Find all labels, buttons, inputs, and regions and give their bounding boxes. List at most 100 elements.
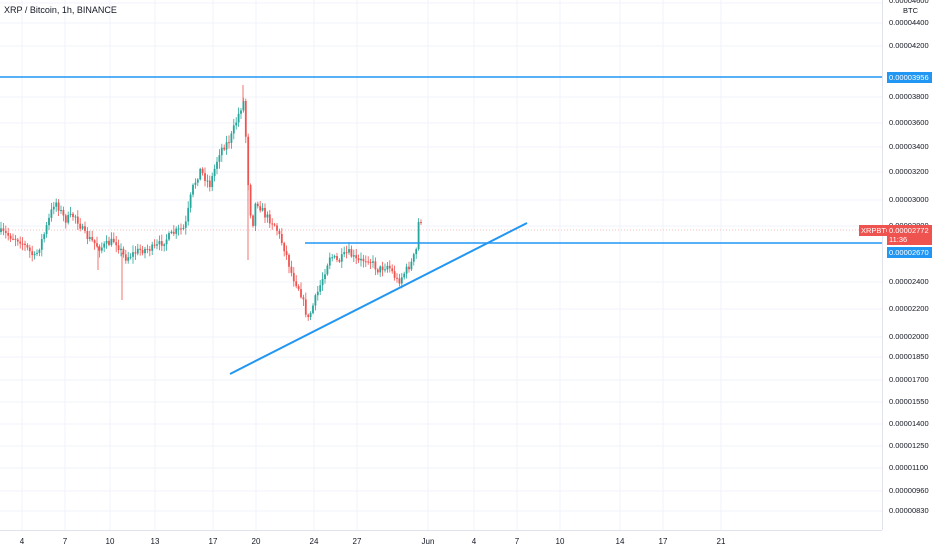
candle-body (208, 180, 211, 188)
candle-body (278, 230, 281, 235)
price-tick-label: 0.00004600 (889, 0, 929, 5)
candle-body (69, 213, 72, 216)
candle-body (292, 272, 295, 282)
candle-body (405, 266, 408, 274)
candle-body (360, 258, 362, 261)
candle-body (249, 185, 252, 216)
price-tick-label: 0.00001100 (889, 463, 929, 472)
chart-title: XRP / Bitcoin, 1h, BINANCE (4, 5, 117, 15)
time-tick-label: 17 (658, 537, 668, 546)
price-tick-label: 0.00003400 (889, 142, 929, 151)
time-tick-label: 10 (555, 537, 565, 546)
candle-body (415, 249, 418, 255)
price-tick-label: 0.00004200 (889, 41, 929, 50)
candle-body (314, 295, 317, 306)
candle-body (132, 252, 134, 257)
price-chart[interactable] (0, 0, 882, 530)
candle-body (76, 216, 79, 224)
time-tick-label: 4 (471, 537, 477, 546)
price-tick-label: 0.00000830 (889, 506, 929, 515)
candle-body (122, 248, 125, 255)
candle-body (403, 273, 406, 278)
candle-body (261, 207, 264, 211)
candle-body (228, 142, 230, 144)
price-tag-mid-line: 0.00002670 (887, 247, 932, 258)
candle-body (304, 299, 307, 315)
candle-body (364, 261, 367, 263)
price-tick-label: 0.00002400 (889, 277, 929, 286)
candle-body (319, 285, 322, 292)
time-tick-label: 14 (615, 537, 625, 546)
candle-body (50, 209, 53, 218)
price-tick-label: 0.00004400 (889, 18, 929, 27)
candle-body (386, 265, 389, 270)
price-tick-label: 0.00003000 (889, 195, 929, 204)
candle-body (328, 257, 331, 266)
candle-body (91, 237, 94, 241)
candle-body (48, 217, 50, 226)
time-tick-label: 27 (352, 537, 362, 546)
price-tick-label: 0.00001850 (889, 352, 929, 361)
time-tick-label: 10 (105, 537, 115, 546)
candle-body (67, 215, 70, 223)
candle-body (120, 248, 122, 251)
candle-body (199, 168, 202, 180)
candle-body (396, 277, 398, 279)
currency-label: BTC (903, 6, 918, 15)
candle-body (33, 253, 36, 256)
candle-body (14, 238, 17, 240)
trend-line[interactable] (229, 222, 528, 375)
candle-body (31, 251, 34, 256)
candle-body (333, 256, 336, 258)
candle-body (28, 247, 31, 252)
candle-body (21, 243, 24, 245)
candle-body (84, 226, 86, 232)
candle-body (177, 228, 180, 230)
price-tick-label: 0.00000960 (889, 486, 929, 495)
candle-body (242, 100, 245, 111)
candle-body (43, 234, 46, 240)
candle-body (369, 262, 372, 264)
candle-body (115, 242, 118, 246)
candle-body (259, 206, 262, 211)
candle-body (280, 234, 283, 244)
candle-body (146, 248, 149, 250)
candle-body (201, 168, 204, 174)
candle-body (288, 254, 290, 267)
time-tick-label: 17 (208, 537, 218, 546)
price-tick-label: 0.00003800 (889, 92, 929, 101)
candle-body (336, 256, 338, 260)
candle-body (151, 244, 154, 251)
candle-body (388, 265, 391, 269)
candle-body (362, 258, 365, 262)
candle-body (372, 261, 374, 263)
candle-body (93, 240, 96, 244)
candle-body (62, 210, 65, 216)
candle-body (374, 261, 377, 270)
candle-body (100, 247, 103, 251)
candle-body (420, 222, 422, 223)
candle-body (230, 133, 233, 143)
candle-body (340, 254, 343, 262)
candle-body (350, 249, 353, 257)
candle-body (235, 122, 238, 126)
candle-body (300, 289, 302, 298)
time-axis[interactable]: 4 7 10 13 17 20 24 27 Jun 4 7 10 14 17 21 (0, 530, 882, 551)
candle-body (417, 222, 420, 250)
candle-body (192, 184, 194, 195)
chart-area[interactable]: XRP / Bitcoin, 1h, BINANCE (0, 0, 882, 530)
candle-body (187, 207, 190, 222)
candle-body (103, 243, 106, 248)
time-tick-label: 24 (309, 537, 319, 546)
candle-body (412, 254, 415, 262)
candle-body (88, 237, 91, 240)
last-price-tag: 0.00002772 (887, 225, 932, 236)
candle-body (247, 136, 250, 186)
time-tick-label: 7 (514, 537, 520, 546)
candle-body (276, 225, 278, 231)
candle-body (105, 240, 108, 244)
candle-body (79, 223, 82, 229)
candle-body (264, 207, 266, 218)
candle-body (52, 206, 55, 210)
candle-body (256, 203, 259, 207)
